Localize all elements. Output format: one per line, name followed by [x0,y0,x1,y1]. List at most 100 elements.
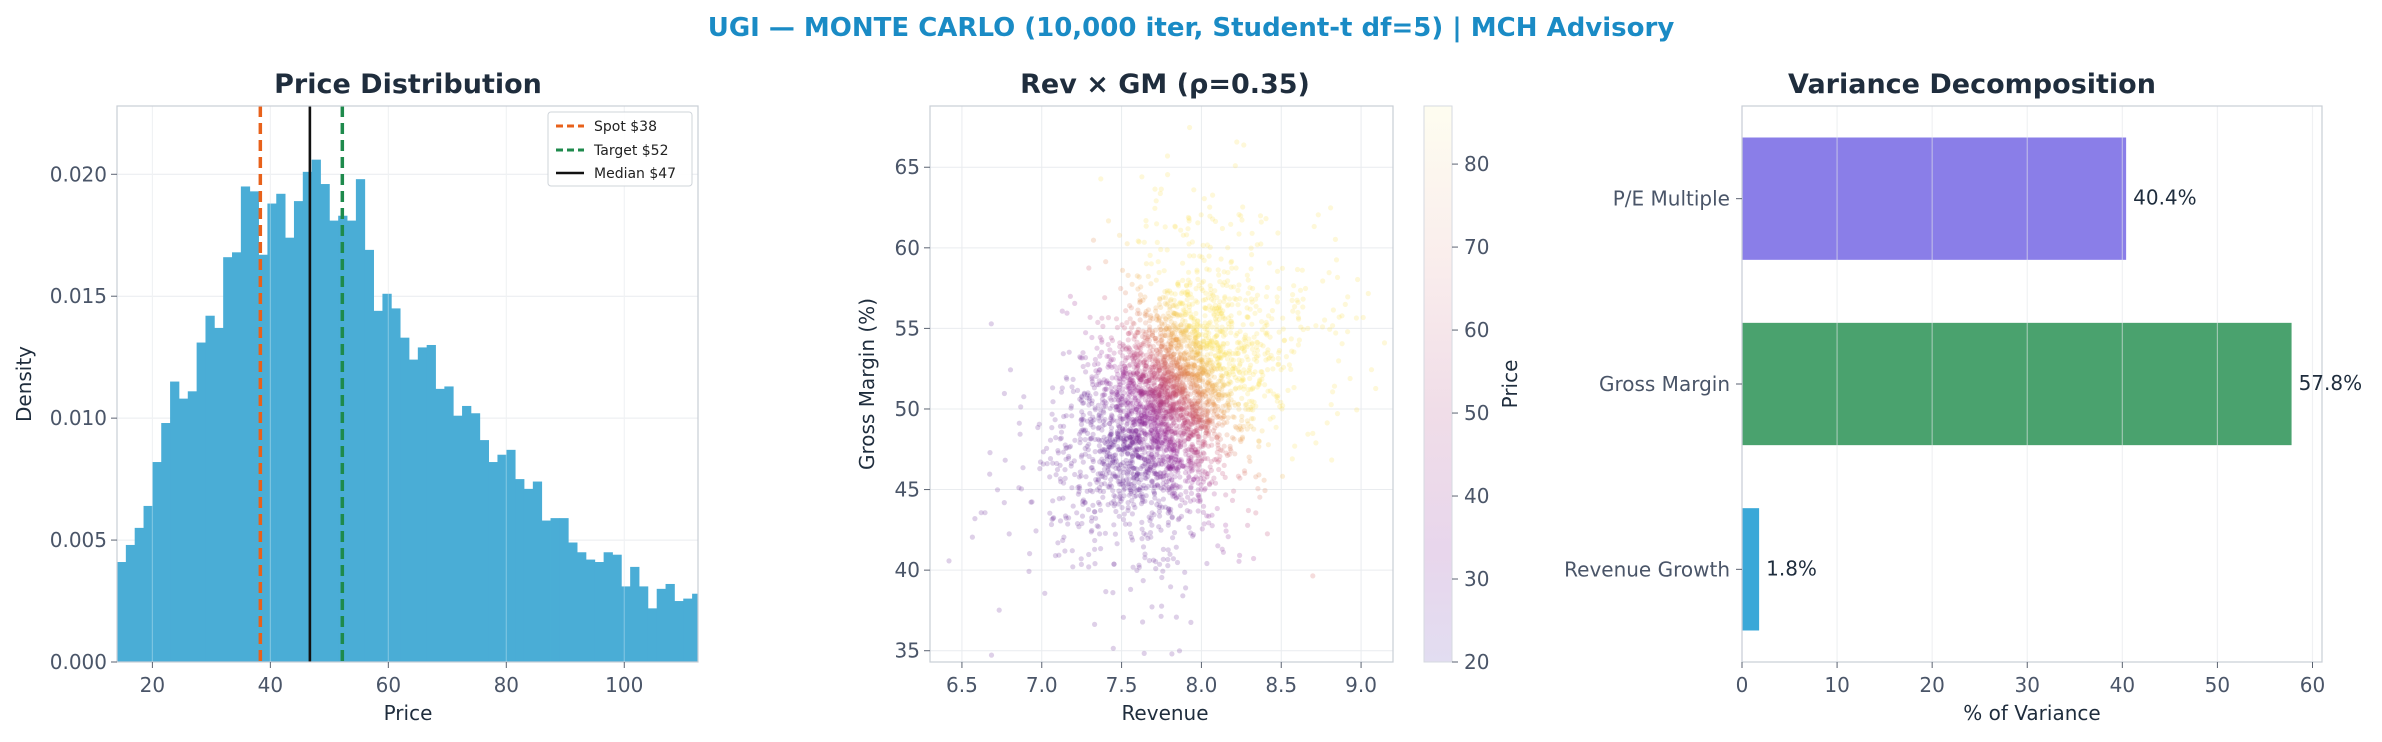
scatter-point [1238,213,1244,219]
scatter-point [1186,343,1192,349]
scatter-point [1158,246,1164,253]
scatter-point [1099,380,1105,386]
scatter-point [1159,343,1165,349]
scatter-point [1295,315,1301,321]
scatter-point [1229,324,1235,330]
scatter-point [1194,401,1200,408]
scatter-point [1171,374,1177,381]
scatter-point [1168,426,1174,432]
scatter-point [1251,334,1257,340]
rev-x-tick-label: 8.5 [1265,673,1297,697]
scatter-point [1199,365,1205,371]
scatter-point [1196,351,1202,358]
scatter-point [1152,186,1158,192]
scatter-point [1076,524,1082,530]
scatter-point [1152,205,1158,211]
scatter-point [1136,454,1142,460]
scatter-point [1180,362,1187,368]
scatter-point [1204,560,1210,567]
scatter-point [1129,281,1135,287]
scatter-point [1176,460,1183,466]
scatter-point [1141,239,1147,245]
scatter-point [1227,443,1233,449]
scatter-point [1102,398,1108,405]
scatter-point [1175,283,1182,289]
scatter-point [1244,354,1250,360]
scatter-point [1167,357,1173,363]
scatter-point [1242,470,1248,476]
scatter-point [1177,474,1183,480]
scatter-point [1149,445,1155,451]
scatter-point [1171,415,1177,421]
scatter-point [1247,285,1253,291]
scatter-point [1156,401,1162,407]
scatter-point [1182,500,1188,506]
scatter-point [1204,266,1210,272]
scatter-point [1251,350,1257,356]
scatter-point [1153,305,1159,311]
scatter-point [1161,268,1167,274]
scatter-point [1028,499,1034,505]
rev-x-ticks: 6.5 7.0 7.5 8.0 8.5 9.0 [946,662,1377,697]
histogram-bar [674,601,684,662]
scatter-point [1207,244,1213,250]
scatter-point [1120,353,1126,359]
scatter-point [1290,308,1296,314]
scatter-point [1108,441,1114,447]
scatter-point [1257,377,1263,383]
scatter-point [1176,370,1182,376]
scatter-point [1330,323,1336,329]
scatter-point [1216,378,1222,384]
scatter-point [1170,384,1176,390]
scatter-point [1121,427,1127,434]
scatter-point [1200,366,1206,372]
scatter-point [1048,521,1055,528]
scatter-point [1313,440,1319,446]
scatter-point [1220,349,1226,355]
scatter-point [1159,341,1165,347]
scatter-point [1204,372,1210,378]
scatter-point [1134,471,1141,477]
scatter-point [1218,372,1224,378]
scatter-point [1138,455,1144,461]
scatter-point [1189,402,1195,408]
scatter-point [1198,358,1204,365]
variance-x-tick-label: 50 [2205,673,2230,697]
scatter-point [1071,458,1077,464]
scatter-point [1050,460,1056,466]
scatter-point [1166,325,1172,331]
scatter-point [1328,402,1334,408]
scatter-point [1324,420,1330,426]
scatter-point [1167,551,1173,557]
scatter-point [1172,388,1178,394]
scatter-point [1120,516,1127,523]
scatter-point [1216,303,1222,309]
scatter-point [1129,390,1135,396]
scatter-point [1139,415,1145,421]
scatter-point [1095,524,1101,530]
scatter-point [1174,447,1180,453]
histogram-bar [568,542,578,662]
scatter-point [1148,399,1154,405]
scatter-point [1193,335,1199,341]
scatter-point [1182,442,1188,448]
scatter-point [1114,324,1120,331]
scatter-point [1169,486,1175,492]
scatter-point [1153,352,1159,358]
colorbar-tick-label: 60 [1464,318,1489,342]
scatter-point [1174,371,1180,377]
scatter-point [1156,410,1162,416]
scatter-point [1143,485,1149,491]
scatter-point [1164,153,1171,159]
scatter-point [1263,294,1269,300]
scatter-point [1113,458,1119,464]
scatter-point [1136,433,1142,439]
scatter-point [1220,549,1226,555]
scatter-point [1294,266,1301,273]
scatter-point [1124,420,1130,426]
scatter-point [1198,347,1204,353]
scatter-point [1229,497,1236,503]
scatter-point [1183,489,1189,495]
scatter-point [1187,334,1193,341]
histogram-bar [683,598,693,662]
